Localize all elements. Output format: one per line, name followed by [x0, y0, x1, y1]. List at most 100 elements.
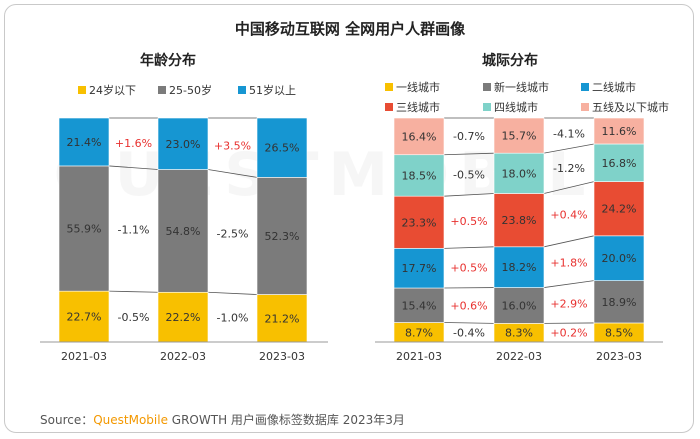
change-label: +2.9% [550, 298, 587, 311]
bar-segment [157, 169, 209, 293]
bar-value-label: 16.8% [602, 157, 637, 170]
bar-value-label: 24.2% [602, 203, 637, 216]
connector-line [108, 165, 159, 170]
bar-value-label: 15.7% [502, 130, 537, 143]
legend-label: 五线及以下城市 [592, 101, 669, 114]
change-label: -1.0% [217, 312, 249, 325]
bar-segment [157, 117, 209, 170]
bar-segment [493, 287, 545, 324]
change-label: -0.5% [453, 168, 485, 181]
bar-value-label: 18.5% [402, 169, 437, 182]
connector-line [207, 169, 258, 178]
change-label: +0.4% [550, 208, 587, 221]
city-legend: 一线城市 新一线城市 二线城市三线城市 四线城市 五线及以下城市 [385, 79, 685, 115]
legend-item: 25-50岁 [158, 82, 212, 98]
source-suffix: GROWTH 用户画像标签数据库 2023年3月 [167, 413, 405, 427]
change-label: -0.4% [453, 326, 485, 339]
change-label: +1.8% [550, 257, 587, 270]
age-chart-title: 年龄分布 [140, 53, 196, 69]
bar-value-label: 52.3% [265, 230, 300, 243]
source-note: Source：QuestMobile GROWTH 用户画像标签数据库 2023… [40, 411, 405, 428]
connector-line [207, 291, 258, 295]
change-label: +0.5% [450, 215, 487, 228]
page-title: 中国移动互联网 全网用户人群画像 [234, 20, 466, 38]
change-label: +1.6% [115, 137, 152, 150]
change-label: -1.1% [118, 224, 150, 237]
bar-segment [157, 291, 209, 343]
connector-line [543, 280, 595, 288]
change-label: -0.5% [118, 311, 150, 324]
bar-value-label: 15.4% [402, 299, 437, 312]
change-label: +3.5% [214, 140, 251, 153]
bar-value-label: 8.7% [405, 326, 433, 339]
legend-swatch [385, 83, 393, 91]
bar-segment [58, 165, 110, 292]
bar-segment [393, 154, 445, 197]
bar-value-label: 17.7% [402, 262, 437, 275]
bar-value-label: 21.4% [67, 136, 102, 149]
bar-segment [493, 117, 545, 154]
bar-segment [393, 248, 445, 289]
city-chart-title: 城际分布 [482, 53, 538, 69]
bar-value-label: 23.3% [402, 216, 437, 229]
bar-segment [58, 117, 110, 167]
bar-segment [393, 195, 445, 249]
legend-swatch [238, 86, 246, 94]
bar-value-label: 8.5% [605, 326, 633, 339]
legend-item: 四线城市 [483, 99, 538, 115]
bar-value-label: 26.5% [265, 142, 300, 155]
change-label: -1.2% [553, 162, 585, 175]
legend-label: 三线城市 [396, 101, 440, 114]
bar-value-label: 18.9% [602, 296, 637, 309]
x-tick-label: 2021-03 [396, 350, 442, 363]
bar-value-label: 22.2% [166, 311, 201, 324]
legend-label: 二线城市 [592, 81, 636, 94]
legend-label: 25-50岁 [169, 84, 212, 97]
legend-swatch [483, 103, 491, 111]
bar-segment [393, 287, 445, 323]
legend-swatch [581, 103, 589, 111]
legend-item: 51岁以上 [238, 82, 296, 98]
legend-item: 五线及以下城市 [581, 99, 669, 115]
legend-label: 一线城市 [396, 81, 440, 94]
bar-segment [593, 280, 645, 324]
legend-swatch [385, 103, 393, 111]
bar-value-label: 20.0% [602, 252, 637, 265]
legend-swatch [158, 86, 166, 94]
source-brand: QuestMobile [93, 413, 168, 427]
x-tick-label: 2023-03 [259, 350, 305, 363]
bar-value-label: 8.3% [505, 327, 533, 340]
legend-label: 新一线城市 [494, 81, 549, 94]
x-tick-label: 2022-03 [160, 350, 206, 363]
connector-line [543, 181, 595, 194]
bar-value-label: 55.9% [67, 223, 102, 236]
bar-segment [393, 117, 445, 156]
legend-label: 51岁以上 [249, 84, 296, 97]
bar-segment [493, 152, 545, 194]
bar-segment [593, 235, 645, 281]
bar-value-label: 23.0% [166, 138, 201, 151]
bar-segment [593, 181, 645, 237]
legend-label: 四线城市 [494, 101, 538, 114]
legend-item: 一线城市 [385, 79, 440, 95]
change-label: +0.2% [550, 327, 587, 340]
bar-segment [593, 143, 645, 182]
bar-segment [493, 246, 545, 288]
legend-label: 24岁以下 [89, 84, 136, 97]
legend-item: 二线城市 [581, 79, 636, 95]
bar-value-label: 16.0% [502, 299, 537, 312]
connector-line [443, 246, 495, 249]
age-legend: 24岁以下 25-50岁 51岁以上 [78, 82, 328, 98]
legend-item: 三线城市 [385, 99, 440, 115]
bar-value-label: 18.0% [502, 167, 537, 180]
bar-value-label: 18.2% [502, 261, 537, 274]
x-tick-label: 2023-03 [596, 350, 642, 363]
bar-value-label: 11.6% [602, 125, 637, 138]
connector-line [443, 152, 495, 156]
bar-value-label: 21.2% [265, 312, 300, 325]
connector-line [543, 143, 595, 154]
connector-line [543, 235, 595, 248]
x-tick-label: 2022-03 [496, 350, 542, 363]
connector-line [443, 193, 495, 197]
legend-item: 24岁以下 [78, 82, 136, 98]
